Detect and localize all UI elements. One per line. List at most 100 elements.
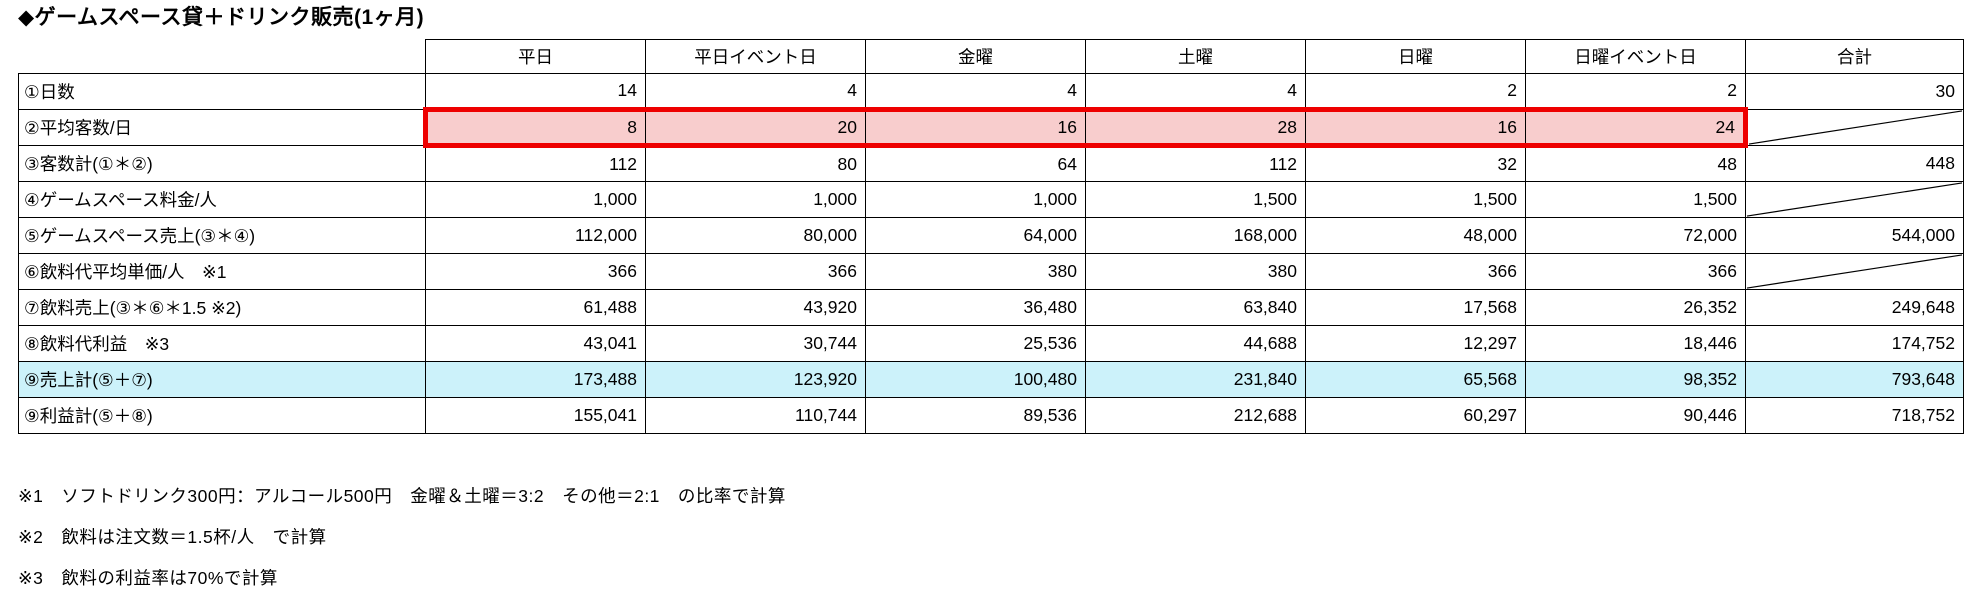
value-cell: 1,000: [865, 181, 1086, 218]
value-cell: 4: [645, 73, 866, 110]
column-header: 金曜: [865, 39, 1086, 74]
table-row: ①日数 14 4 4 4 2 2 30: [18, 73, 1964, 110]
value-cell: 112: [425, 145, 646, 182]
value-cell: 43,920: [645, 289, 866, 326]
value-cell: 8: [423, 107, 646, 148]
value-cell: 366: [645, 253, 866, 290]
row-label: ④ゲームスペース料金/人: [18, 181, 426, 218]
page-title: ◆ゲームスペース貸＋ドリンク販売(1ヶ月): [18, 6, 425, 29]
value-cell: 48: [1525, 145, 1746, 182]
total-cell: 793,648: [1745, 361, 1964, 398]
value-cell: 168,000: [1085, 217, 1306, 254]
value-cell: 72,000: [1525, 217, 1746, 254]
column-header: 土曜: [1085, 39, 1306, 74]
total-cell: [1745, 181, 1964, 218]
value-cell: 1,000: [645, 181, 866, 218]
value-cell: 112,000: [425, 217, 646, 254]
row-label: ⑥飲料代平均単価/人 ※1: [18, 253, 426, 290]
diagonal-slash-icon: [1746, 254, 1963, 289]
value-cell: 366: [1305, 253, 1526, 290]
value-cell: 48,000: [1305, 217, 1526, 254]
value-cell: 100,480: [865, 361, 1086, 398]
value-cell: 65,568: [1305, 361, 1526, 398]
value-cell: 26,352: [1525, 289, 1746, 326]
value-cell: 63,840: [1085, 289, 1306, 326]
value-cell: 1,500: [1305, 181, 1526, 218]
table-row: ⑦飲料売上(③＊⑥＊1.5 ※2) 61,488 43,920 36,480 63,84…: [18, 289, 1964, 326]
corner-cell: [19, 40, 426, 74]
total-cell: [1745, 109, 1964, 146]
table-row: ②平均客数/日 8 20 16 28 16 24: [18, 107, 1964, 148]
value-cell: 2: [1525, 73, 1746, 110]
value-cell: 4: [1085, 73, 1306, 110]
value-cell: 173,488: [425, 361, 646, 398]
column-header: 日曜イベント日: [1525, 39, 1746, 74]
diagonal-slash-icon: [1748, 110, 1963, 145]
sales-table: 平日 平日イベント日 金曜 土曜 日曜 日曜イベント日 合計 ①日数 14 4 4 4 2 2 30 ②平均…: [18, 39, 1964, 434]
value-cell: 24: [1525, 107, 1748, 148]
table-header-row: 平日 平日イベント日 金曜 土曜 日曜 日曜イベント日 合計: [19, 39, 1964, 74]
value-cell: 18,446: [1525, 325, 1746, 362]
value-cell: 64,000: [865, 217, 1086, 254]
value-cell: 30,744: [645, 325, 866, 362]
value-cell: 1,500: [1525, 181, 1746, 218]
row-label: ①日数: [18, 73, 426, 110]
diagonal-slash-icon: [1746, 182, 1963, 217]
value-cell: 61,488: [425, 289, 646, 326]
value-cell: 4: [865, 73, 1086, 110]
value-cell: 1,500: [1085, 181, 1306, 218]
row-label: ②平均客数/日: [18, 109, 426, 146]
value-cell: 155,041: [425, 397, 646, 434]
value-cell: 380: [865, 253, 1086, 290]
table-row: ⑨売上計(⑤＋⑦) 173,488 123,920 100,480 231,840 65,…: [18, 361, 1964, 398]
row-label: ⑧飲料代利益 ※3: [18, 325, 426, 362]
value-cell: 98,352: [1525, 361, 1746, 398]
footnote: ※1 ソフトドリンク300円：アルコール500円 金曜＆土曜＝3:2 その他＝2…: [18, 486, 786, 506]
table-row: ⑧飲料代利益 ※3 43,041 30,744 25,536 44,688 12,297 1…: [18, 325, 1964, 362]
row-label: ⑨売上計(⑤＋⑦): [18, 361, 426, 398]
footnote: ※2 飲料は注文数＝1.5杯/人 で計算: [18, 527, 327, 547]
column-header: 日曜: [1305, 39, 1526, 74]
total-cell: [1745, 253, 1964, 290]
total-cell: 544,000: [1745, 217, 1964, 254]
row-label: ⑨利益計(⑤＋⑧): [18, 397, 426, 434]
footnote: ※3 飲料の利益率は70%で計算: [18, 568, 278, 588]
value-cell: 80,000: [645, 217, 866, 254]
value-cell: 80: [645, 145, 866, 182]
value-cell: 44,688: [1085, 325, 1306, 362]
table-row: ⑨利益計(⑤＋⑧) 155,041 110,744 89,536 212,688 60,2…: [18, 397, 1964, 434]
footnotes: ※1 ソフトドリンク300円：アルコール500円 金曜＆土曜＝3:2 その他＝2…: [18, 484, 1971, 590]
value-cell: 60,297: [1305, 397, 1526, 434]
value-cell: 43,041: [425, 325, 646, 362]
value-cell: 64: [865, 145, 1086, 182]
value-cell: 36,480: [865, 289, 1086, 326]
value-cell: 17,568: [1305, 289, 1526, 326]
value-cell: 25,536: [865, 325, 1086, 362]
row-label: ⑦飲料売上(③＊⑥＊1.5 ※2): [18, 289, 426, 326]
value-cell: 366: [425, 253, 646, 290]
value-cell: 16: [865, 107, 1086, 148]
value-cell: 2: [1305, 73, 1526, 110]
table-row: ③客数計(①＊②) 112 80 64 112 32 48 448: [18, 145, 1964, 182]
table-row: ⑥飲料代平均単価/人 ※1 366 366 380 380 366 366: [18, 253, 1964, 290]
column-header: 合計: [1745, 39, 1964, 74]
value-cell: 90,446: [1525, 397, 1746, 434]
value-cell: 110,744: [645, 397, 866, 434]
value-cell: 20: [645, 107, 866, 148]
value-cell: 14: [425, 73, 646, 110]
value-cell: 112: [1085, 145, 1306, 182]
row-label: ⑤ゲームスペース売上(③＊④): [18, 217, 426, 254]
value-cell: 12,297: [1305, 325, 1526, 362]
value-cell: 28: [1085, 107, 1306, 148]
row-label: ③客数計(①＊②): [18, 145, 426, 182]
table-body: ①日数 14 4 4 4 2 2 30 ②平均客数/日 8 20 16 28 16 24 ③客数計(①＊②) 1…: [18, 73, 1964, 434]
value-cell: 32: [1305, 145, 1526, 182]
total-cell: 174,752: [1745, 325, 1964, 362]
table-row: ④ゲームスペース料金/人 1,000 1,000 1,000 1,500 1,500 1,5…: [18, 181, 1964, 218]
total-cell: 249,648: [1745, 289, 1964, 326]
value-cell: 366: [1525, 253, 1746, 290]
column-header: 平日: [425, 39, 646, 74]
total-cell: 448: [1745, 145, 1964, 182]
value-cell: 16: [1305, 107, 1526, 148]
